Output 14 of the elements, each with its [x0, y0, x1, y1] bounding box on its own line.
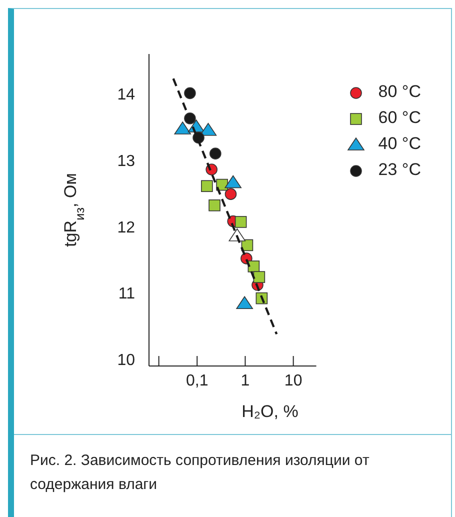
legend-label: 23 °C	[378, 160, 421, 180]
y-tick-label: 11	[118, 286, 136, 303]
x-tick-label: 10	[284, 372, 302, 390]
y-tick-label: 13	[117, 152, 136, 170]
y-tick-label: 12	[117, 219, 136, 236]
x-axis-title: H₂O, %	[242, 402, 298, 421]
legend-label: 60 °C	[378, 108, 421, 128]
text: Рис. 2. Зависимость сопротивления изоляции от содержания влаги	[14, 434, 451, 517]
x-tick-label: 1	[240, 372, 250, 390]
legend-label: 40 °C	[378, 134, 421, 154]
y-tick-label: 14	[117, 86, 136, 104]
x-tick-label: 0,1	[186, 372, 208, 390]
legend-label: 80 °C	[378, 82, 421, 102]
y-tick-label: 10	[117, 352, 136, 370]
